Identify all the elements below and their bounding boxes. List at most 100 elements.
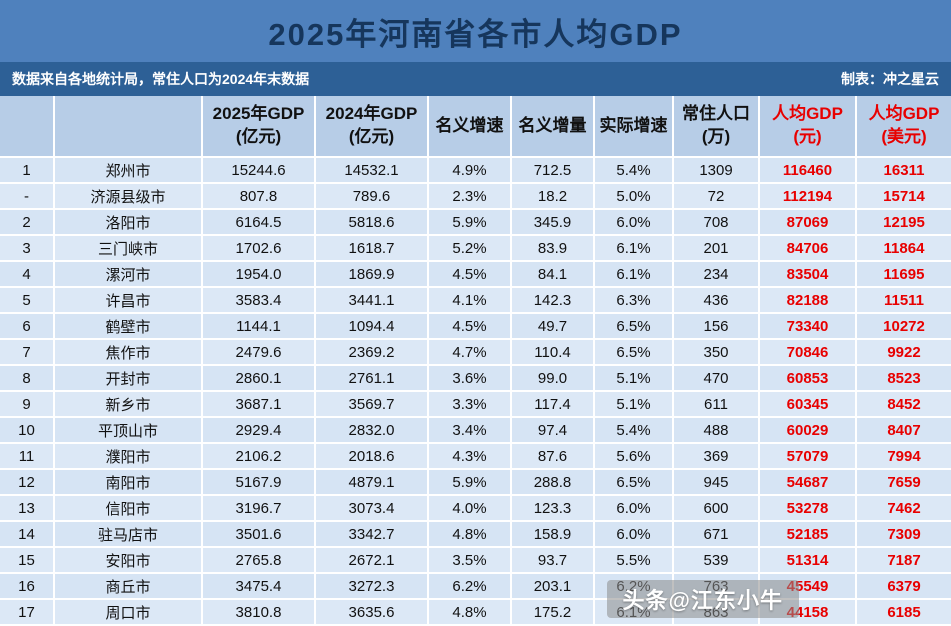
cell-nominal-increase: 18.2 (512, 184, 595, 210)
cell-nominal-growth: 5.9% (429, 470, 512, 496)
cell-gdp-per-capita-cny: 82188 (760, 288, 857, 314)
cell-gdp-per-capita-cny: 53278 (760, 496, 857, 522)
cell-gdp-2024: 3342.7 (316, 522, 429, 548)
cell-gdp-per-capita-usd: 9922 (857, 340, 951, 366)
cell-gdp-per-capita-cny: 84706 (760, 236, 857, 262)
cell-gdp-2024: 2761.1 (316, 366, 429, 392)
cell-nominal-increase: 203.1 (512, 574, 595, 600)
cell-gdp-per-capita-usd: 6379 (857, 574, 951, 600)
cell-gdp-per-capita-usd: 7187 (857, 548, 951, 574)
cell-real-growth: 6.1% (595, 236, 674, 262)
cell-gdp-per-capita-usd: 10272 (857, 314, 951, 340)
cell-gdp-2025: 1144.1 (203, 314, 316, 340)
cell-city: 平顶山市 (55, 418, 203, 444)
cell-nominal-growth: 4.3% (429, 444, 512, 470)
cell-gdp-2024: 5818.6 (316, 210, 429, 236)
cell-gdp-2025: 2860.1 (203, 366, 316, 392)
col-header-line: (美元) (881, 127, 927, 146)
cell-gdp-2024: 14532.1 (316, 158, 429, 184)
cell-gdp-per-capita-cny: 60853 (760, 366, 857, 392)
cell-city: 郑州市 (55, 158, 203, 184)
cell-gdp-2025: 3501.6 (203, 522, 316, 548)
col-header-gdp-2024: 2024年GDP (亿元) (316, 96, 429, 158)
gdp-table: 2025年GDP (亿元) 2024年GDP (亿元) 名义增速 名义增量 实际增速 常住人口… (0, 96, 951, 626)
cell-gdp-2025: 6164.5 (203, 210, 316, 236)
cell-rank: 14 (0, 522, 55, 548)
cell-population: 201 (674, 236, 760, 262)
cell-gdp-per-capita-usd: 7462 (857, 496, 951, 522)
col-header-nominal-increase: 名义增量 (512, 96, 595, 158)
cell-nominal-growth: 4.0% (429, 496, 512, 522)
cell-rank: 9 (0, 392, 55, 418)
table-row: 6 鹤壁市 1144.1 1094.4 4.5% 49.7 6.5% 156 73340 1027… (0, 314, 951, 340)
table-row: 14 驻马店市 3501.6 3342.7 4.8% 158.9 6.0% 671 52185 7… (0, 522, 951, 548)
data-source-note: 数据来自各地统计局，常住人口为2024年末数据 (12, 71, 310, 87)
table-row: 2 洛阳市 6164.5 5818.6 5.9% 345.9 6.0% 708 87069 121… (0, 210, 951, 236)
cell-city: 焦作市 (55, 340, 203, 366)
cell-nominal-increase: 49.7 (512, 314, 595, 340)
cell-nominal-growth: 4.5% (429, 262, 512, 288)
cell-nominal-increase: 83.9 (512, 236, 595, 262)
cell-rank: 6 (0, 314, 55, 340)
cell-gdp-per-capita-usd: 11511 (857, 288, 951, 314)
col-header-line: (万) (701, 127, 731, 146)
cell-nominal-increase: 117.4 (512, 392, 595, 418)
cell-nominal-increase: 158.9 (512, 522, 595, 548)
cell-nominal-increase: 175.2 (512, 600, 595, 626)
cell-gdp-2025: 3810.8 (203, 600, 316, 626)
col-header-gdp-per-capita-cny: 人均GDP (元) (760, 96, 857, 158)
cell-rank: 7 (0, 340, 55, 366)
cell-rank: 1 (0, 158, 55, 184)
cell-gdp-per-capita-usd: 8452 (857, 392, 951, 418)
cell-gdp-per-capita-usd: 7994 (857, 444, 951, 470)
cell-city: 开封市 (55, 366, 203, 392)
table-body: 1 郑州市 15244.6 14532.1 4.9% 712.5 5.4% 1309 11646… (0, 158, 951, 626)
cell-city: 漯河市 (55, 262, 203, 288)
cell-population: 708 (674, 210, 760, 236)
cell-rank: 13 (0, 496, 55, 522)
cell-nominal-increase: 99.0 (512, 366, 595, 392)
col-header-gdp-2025: 2025年GDP (亿元) (203, 96, 316, 158)
cell-nominal-increase: 345.9 (512, 210, 595, 236)
cell-city: 商丘市 (55, 574, 203, 600)
watermark: 头条@江东小牛 (606, 580, 799, 618)
cell-nominal-growth: 3.3% (429, 392, 512, 418)
cell-rank: - (0, 184, 55, 210)
cell-population: 539 (674, 548, 760, 574)
cell-city: 鹤壁市 (55, 314, 203, 340)
table-row: 4 漯河市 1954.0 1869.9 4.5% 84.1 6.1% 234 83504 1169… (0, 262, 951, 288)
cell-city: 驻马店市 (55, 522, 203, 548)
cell-rank: 5 (0, 288, 55, 314)
cell-gdp-2025: 15244.6 (203, 158, 316, 184)
cell-gdp-per-capita-cny: 112194 (760, 184, 857, 210)
cell-real-growth: 6.1% (595, 262, 674, 288)
cell-population: 488 (674, 418, 760, 444)
cell-nominal-growth: 5.2% (429, 236, 512, 262)
cell-gdp-2025: 1954.0 (203, 262, 316, 288)
cell-gdp-2025: 3583.4 (203, 288, 316, 314)
author-credit: 制表：冲之星云 (841, 71, 939, 87)
cell-gdp-2024: 789.6 (316, 184, 429, 210)
table-row: 9 新乡市 3687.1 3569.7 3.3% 117.4 5.1% 611 60345 845… (0, 392, 951, 418)
col-header-line: 常住人口 (682, 104, 750, 124)
cell-gdp-2024: 3569.7 (316, 392, 429, 418)
col-header-line: 实际增速 (599, 115, 668, 135)
cell-city: 三门峡市 (55, 236, 203, 262)
cell-nominal-growth: 5.9% (429, 210, 512, 236)
cell-city: 信阳市 (55, 496, 203, 522)
cell-gdp-2025: 2479.6 (203, 340, 316, 366)
cell-nominal-increase: 87.6 (512, 444, 595, 470)
cell-gdp-2025: 807.8 (203, 184, 316, 210)
col-header-line: 2024年GDP (325, 104, 418, 124)
cell-gdp-per-capita-cny: 52185 (760, 522, 857, 548)
cell-real-growth: 5.4% (595, 418, 674, 444)
cell-gdp-2025: 1702.6 (203, 236, 316, 262)
cell-nominal-growth: 3.6% (429, 366, 512, 392)
cell-city: 南阳市 (55, 470, 203, 496)
table-row: 15 安阳市 2765.8 2672.1 3.5% 93.7 5.5% 539 51314 718… (0, 548, 951, 574)
cell-nominal-growth: 3.5% (429, 548, 512, 574)
table-row: 3 三门峡市 1702.6 1618.7 5.2% 83.9 6.1% 201 84706 118… (0, 236, 951, 262)
cell-population: 945 (674, 470, 760, 496)
cell-nominal-growth: 4.7% (429, 340, 512, 366)
